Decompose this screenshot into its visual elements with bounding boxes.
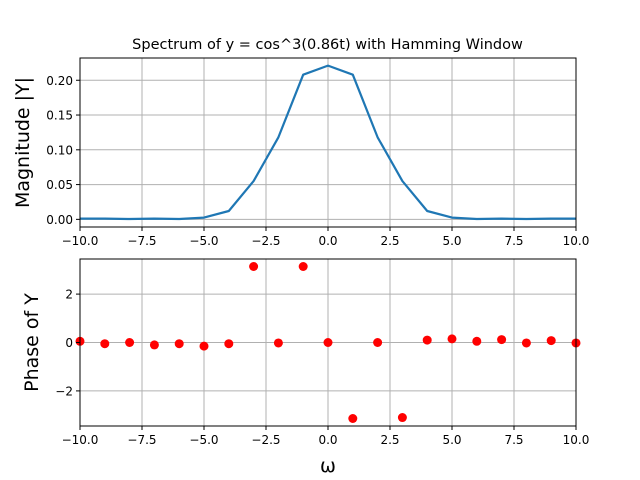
y-tick-label: 0.10 [46, 143, 73, 157]
phase-data-point [348, 413, 358, 423]
x-tick-label: 2.5 [380, 433, 399, 447]
phase-data-point [422, 335, 432, 345]
phase-data-point [199, 341, 209, 351]
y-tick-label: 0.05 [46, 178, 73, 192]
y-tick-label: 2 [65, 288, 73, 302]
x-tick-label: 5.0 [442, 433, 461, 447]
phase-data-point [397, 413, 407, 423]
phase-data-point [100, 339, 110, 349]
x-tick-label: −5.0 [189, 433, 218, 447]
phase-data-point [472, 336, 482, 346]
x-tick-label: −10.0 [62, 433, 99, 447]
phase-data-point [298, 262, 308, 272]
phase-plot: −10.0 −7.5 −5.0 −2.5 0.0 2.5 5.0 7.5 10.0 −2 0 2 [55, 258, 590, 447]
phase-data-point [249, 262, 259, 272]
x-tick-label: 0.0 [318, 234, 337, 248]
y-axis-label-top: Magnitude |Y| [12, 77, 34, 208]
phase-data-point [323, 338, 333, 347]
x-tick-label: 7.5 [504, 433, 523, 447]
y-tick-label: 0.20 [46, 74, 73, 88]
x-tick-label: 0.0 [318, 433, 337, 447]
magnitude-plot: −10.0 −7.5 −5.0 −2.5 0.0 2.5 5.0 7.5 10.0 0.00 0.0… [46, 57, 590, 248]
phase-data-point [174, 339, 184, 349]
x-tick-label: 5.0 [442, 234, 461, 248]
phase-data-point [224, 339, 234, 349]
x-axis-label-bottom: ω [320, 455, 336, 477]
phase-data-point [373, 338, 383, 347]
x-tick-label: −7.5 [127, 433, 156, 447]
y-tick-label: −2 [55, 384, 73, 398]
y-axis-label-bottom: Phase of Y [21, 293, 43, 392]
x-tick-label: 10.0 [563, 433, 590, 447]
phase-data-point [273, 338, 283, 348]
phase-data-point [149, 340, 159, 350]
x-tick-label: −2.5 [251, 433, 280, 447]
y-tick-label: 0.00 [46, 213, 73, 227]
chart-title-top: Spectrum of y = cos^3(0.86t) with Hammin… [132, 37, 523, 53]
phase-data-point [546, 336, 556, 346]
x-tick-label: 2.5 [380, 234, 399, 248]
phase-data-point [447, 334, 457, 344]
x-tick-label: −7.5 [127, 234, 156, 248]
y-tick-label: 0 [65, 336, 73, 350]
phase-data-point [521, 338, 531, 348]
x-tick-label: −2.5 [251, 234, 280, 248]
x-tick-label: −10.0 [62, 234, 99, 248]
x-tick-label: −5.0 [189, 234, 218, 248]
x-tick-label: 10.0 [563, 234, 590, 248]
phase-data-point [125, 338, 135, 347]
x-tick-label: 7.5 [504, 234, 523, 248]
phase-data-point [497, 335, 507, 345]
y-tick-label: 0.15 [46, 109, 73, 123]
magnitude-series-line [80, 64, 576, 221]
